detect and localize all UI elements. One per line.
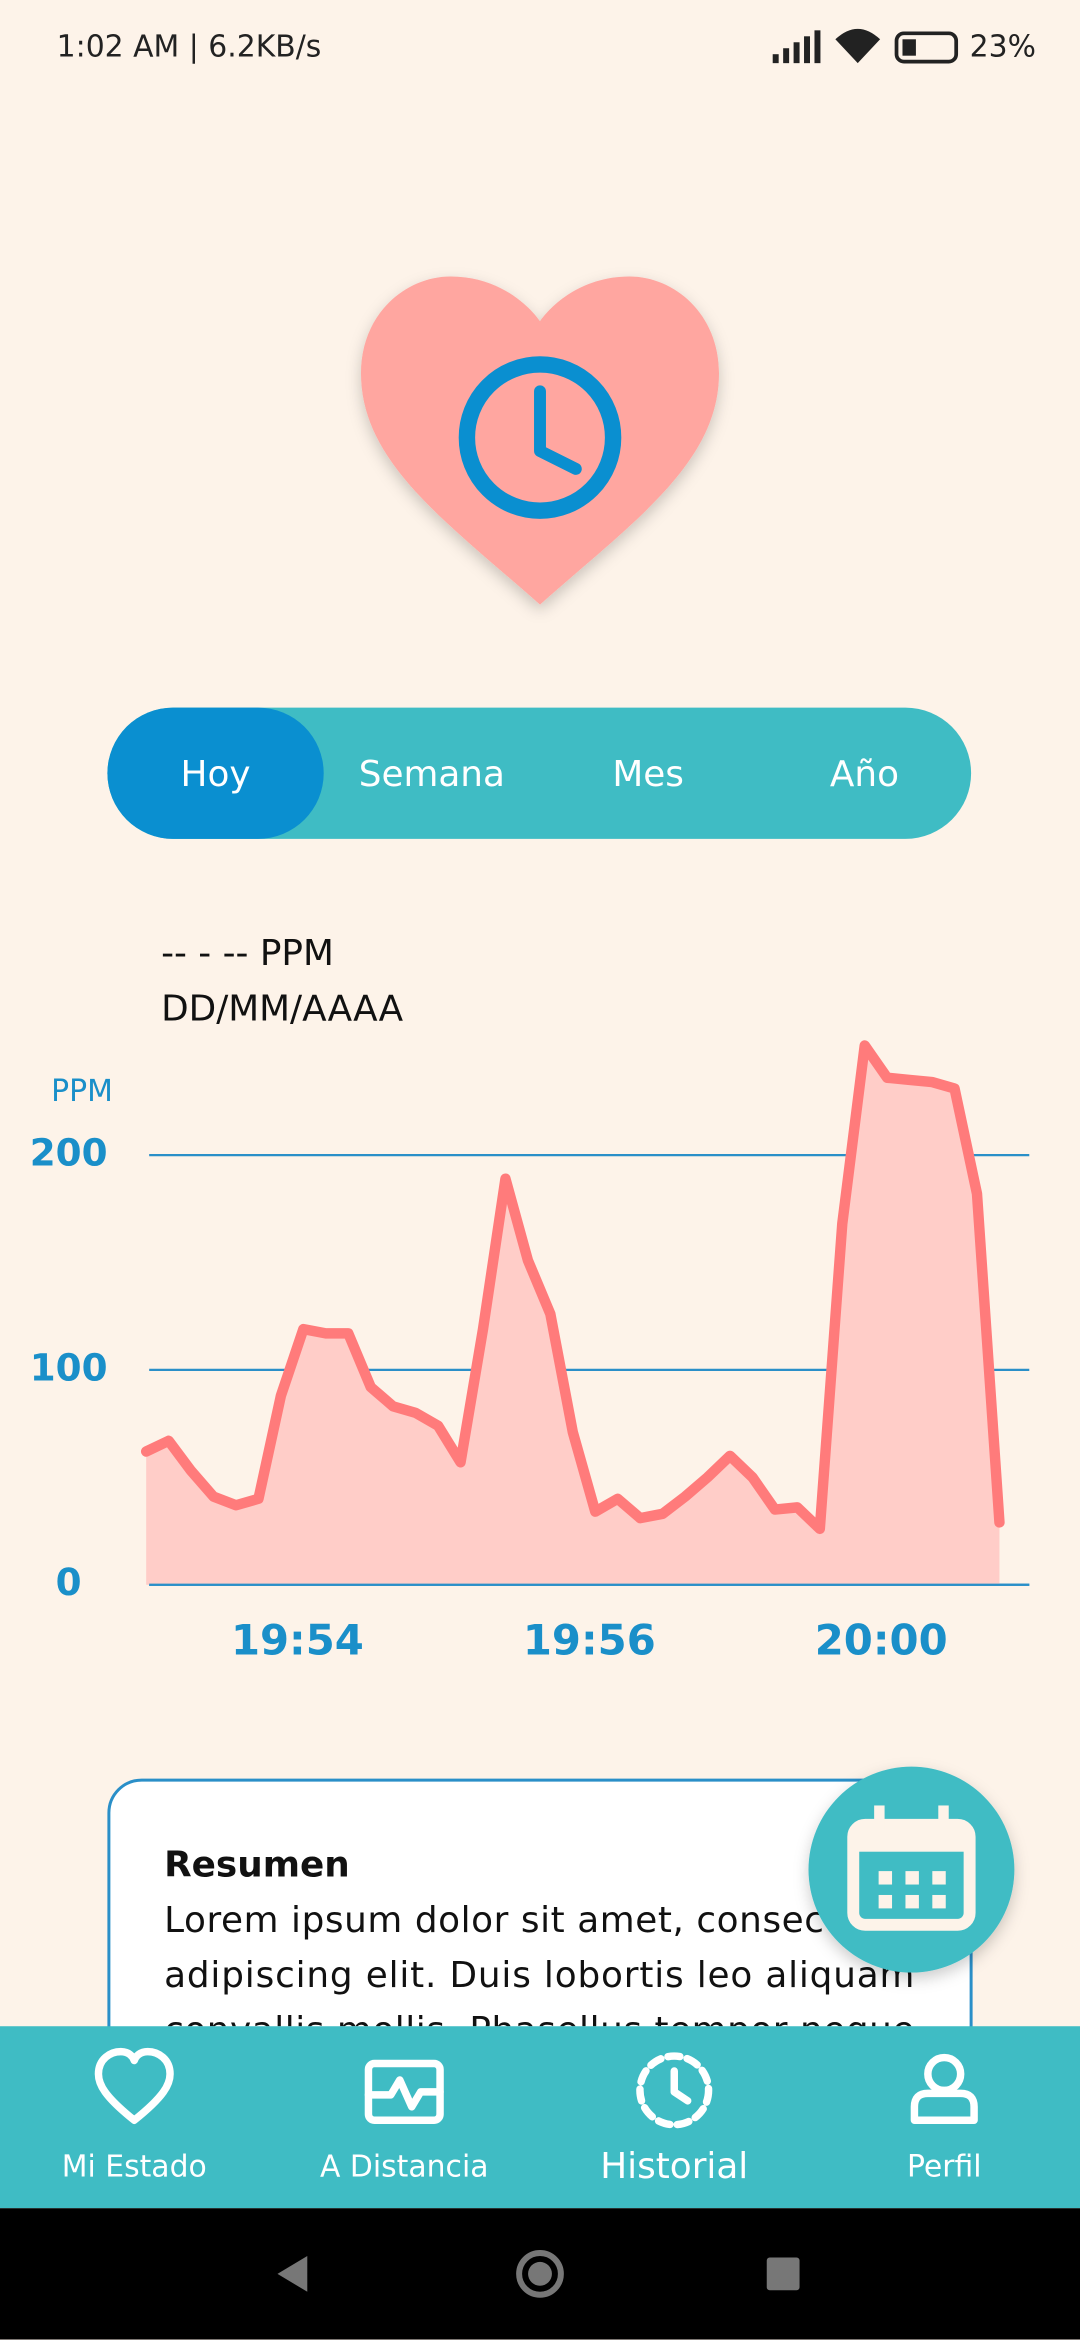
clock-hands xyxy=(534,385,582,475)
tab-selected xyxy=(107,707,324,839)
battery-fill xyxy=(902,39,916,56)
summary-line: Lorem ipsum dolor sit amet, consectetur xyxy=(164,1900,915,1941)
bottom-nav xyxy=(0,2026,1080,2209)
ppm-line xyxy=(140,1040,1005,1535)
tab[interactable]: Hoy xyxy=(181,754,251,795)
nav-label[interactable]: Historial xyxy=(600,2146,748,2187)
area-fill xyxy=(146,1045,1000,1585)
reading-date: DD/MM/AAAA xyxy=(161,988,403,1029)
home-dot xyxy=(528,2261,552,2286)
calendar-icon xyxy=(847,1805,976,1931)
tab[interactable]: Año xyxy=(830,754,899,795)
battery-icon xyxy=(894,31,959,64)
wifi-icon xyxy=(835,28,881,64)
signal-icon xyxy=(772,30,821,64)
y-tick-label: 200 xyxy=(30,1131,108,1175)
y-axis-label: PPM xyxy=(51,1074,113,1109)
x-tick-label: 19:56 xyxy=(523,1615,656,1664)
summary-title: Resumen xyxy=(164,1845,350,1886)
x-tick-label: 20:00 xyxy=(815,1615,948,1664)
y-tick-label: 0 xyxy=(56,1560,82,1604)
back-button[interactable] xyxy=(277,2255,308,2292)
nav-label[interactable]: Perfil xyxy=(907,2149,982,2184)
nav-label[interactable]: Mi Estado xyxy=(62,2149,207,2184)
home-button[interactable] xyxy=(516,2250,564,2298)
summary-line: adipiscing elit. Duis lobortis leo aliqu… xyxy=(164,1955,914,1996)
tab-bar xyxy=(107,707,972,839)
reading-value: -- - -- PPM xyxy=(161,933,334,974)
clock-icon xyxy=(458,356,622,519)
calendar-button[interactable] xyxy=(808,1766,1015,1973)
summary-line: convallis mollis. Phasellus tempor neque xyxy=(164,2010,914,2051)
nav-label[interactable]: A Distancia xyxy=(320,2149,489,2184)
tab[interactable]: Semana xyxy=(359,754,505,795)
nav-icons xyxy=(94,2047,978,2129)
x-tick-label: 19:54 xyxy=(231,1615,364,1664)
tab[interactable]: Mes xyxy=(612,754,684,795)
recents-button[interactable] xyxy=(766,2257,800,2291)
battery-level: 23% xyxy=(970,30,1036,65)
status-time: 1:02 AM | 6.2KB/s xyxy=(57,30,322,65)
y-tick-label: 100 xyxy=(30,1345,108,1389)
